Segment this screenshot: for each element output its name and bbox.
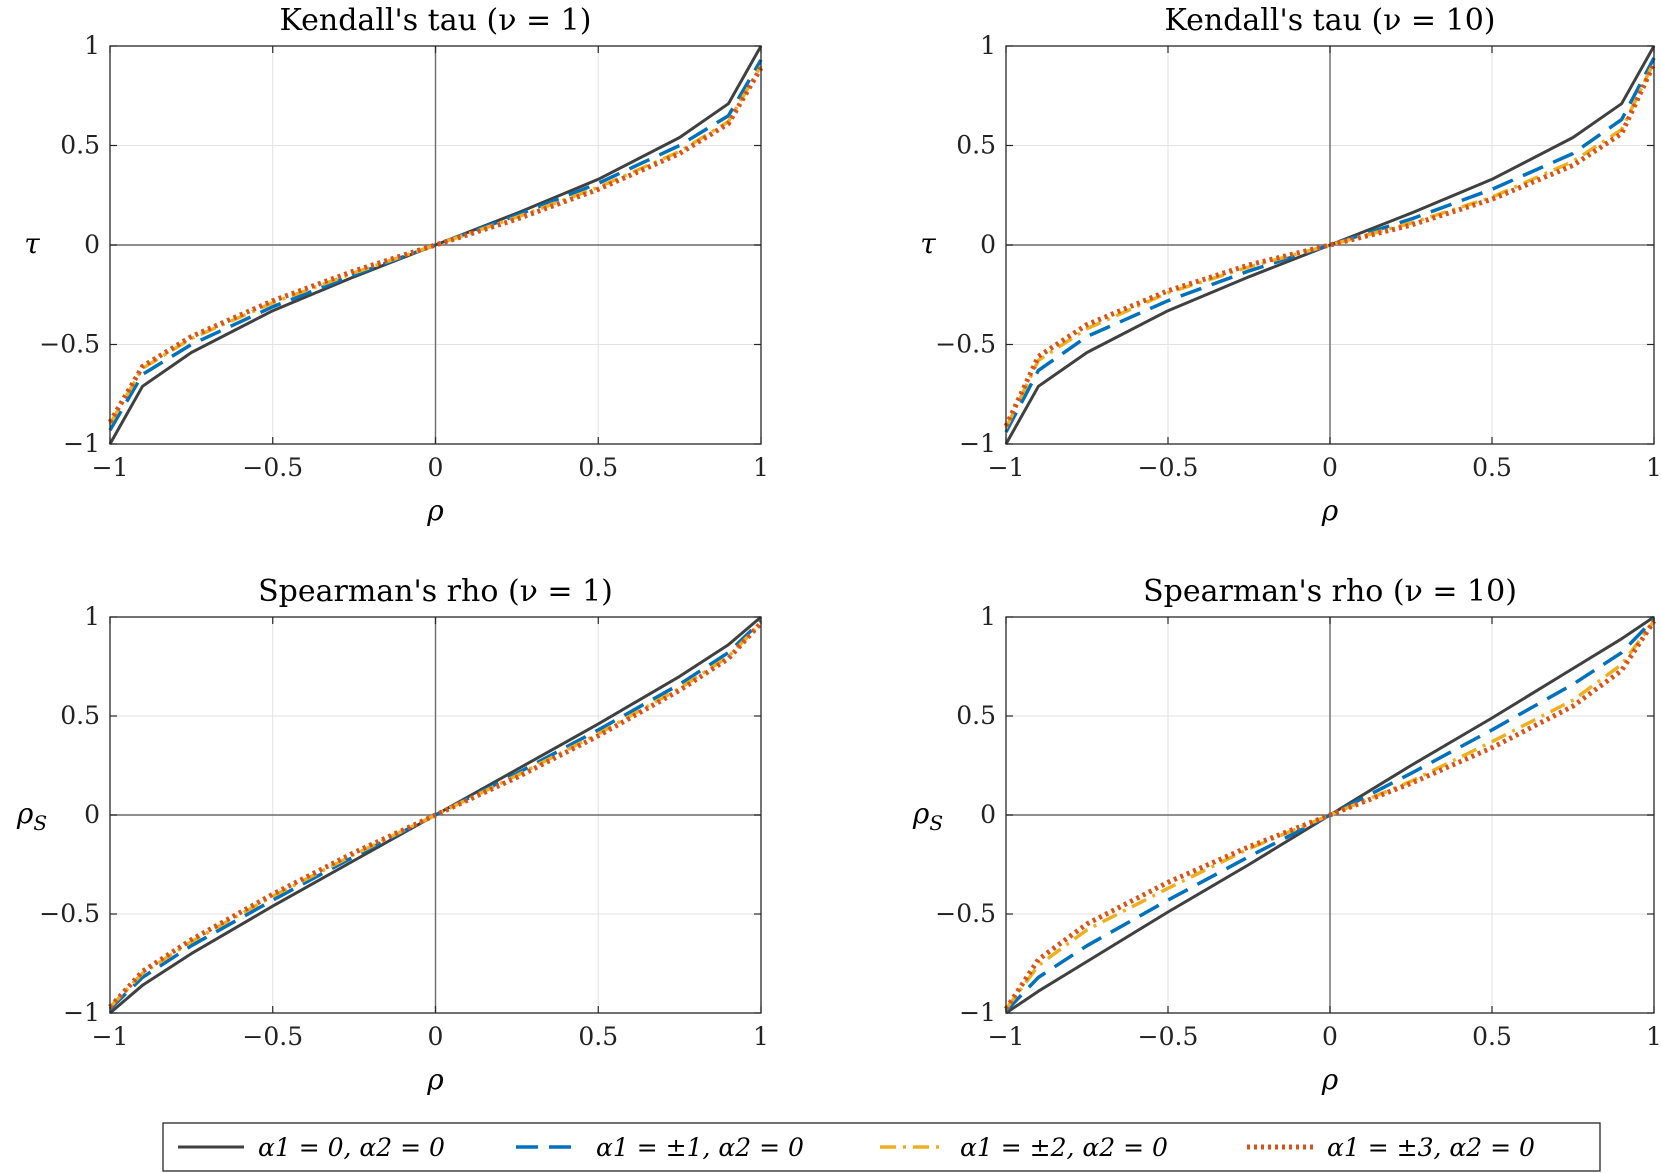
subplot-3: −1 −0.5 0 0.5 1 1 0.5 0 −0.5 −1 Spearman's rho (ν …	[16, 574, 769, 1096]
series-line-1	[1004, 45, 1656, 445]
y-tick-label: 0	[980, 230, 996, 259]
y-tick-label: 1	[84, 31, 100, 60]
x-axis-label: ρ	[1321, 1063, 1339, 1096]
y-tick-label: −1	[959, 998, 996, 1027]
x-tick-label: 0.5	[578, 453, 618, 482]
y-tick-label: −0.5	[935, 330, 996, 359]
x-tick-label: −1	[92, 453, 129, 482]
x-tick-label: 1	[753, 1022, 769, 1051]
y-axis-label: ρS	[16, 797, 47, 835]
chart-title: Kendall's tau (ν = 10)	[1165, 3, 1496, 38]
legend-item-4: α1 = ±3, α2 = 0	[1247, 1133, 1535, 1162]
legend: α1 = 0, α2 = 0 α1 = ±1, α2 = 0 α1 = ±2, α2…	[162, 1122, 1601, 1172]
x-axis-label: ρ	[1321, 494, 1339, 527]
x-tick-label: 0	[428, 1022, 444, 1051]
y-tick-label: −1	[63, 998, 100, 1027]
subplot-2: −1 −0.5 0 0.5 1 1 0.5 0 −0.5 −1 Kendall's tau (ν =…	[920, 3, 1661, 527]
y-tick-label: 0	[84, 230, 100, 259]
y-tick-label: 0.5	[60, 131, 100, 160]
subplot-1: −1 −0.5 0 0.5 1 1 0.5 0 −0.5 −1 Kendall's tau (ν =…	[24, 3, 769, 527]
x-tick-label: −1	[988, 453, 1025, 482]
x-tick-label: −0.5	[1138, 1022, 1199, 1051]
series-line-3	[108, 65, 763, 425]
x-tick-label: −0.5	[1138, 453, 1199, 482]
x-tick-label: 1	[1646, 1022, 1661, 1051]
chart-title: Kendall's tau (ν = 1)	[280, 3, 592, 38]
y-axis-label: ρS	[912, 797, 943, 835]
legend-item-1: α1 = 0, α2 = 0	[178, 1133, 445, 1162]
series-line-3	[1004, 61, 1656, 429]
x-tick-label: 0.5	[1472, 453, 1512, 482]
series-line-2	[108, 59, 763, 431]
y-axis-label: τ	[24, 227, 40, 260]
x-tick-label: −0.5	[242, 453, 303, 482]
y-tick-label: 0.5	[956, 131, 996, 160]
y-tick-label: 1	[980, 31, 996, 60]
legend-label: α1 = ±3, α2 = 0	[1327, 1133, 1535, 1162]
x-tick-label: 0	[1322, 453, 1338, 482]
y-tick-label: 0	[84, 800, 100, 829]
legend-item-3: α1 = ±2, α2 = 0	[880, 1133, 1168, 1162]
y-tick-label: 0	[980, 800, 996, 829]
y-tick-label: −0.5	[935, 899, 996, 928]
y-tick-label: 0.5	[956, 701, 996, 730]
series-line-4	[108, 621, 763, 1009]
x-tick-label: 0	[1322, 1022, 1338, 1051]
series-line-3	[1004, 619, 1656, 1011]
series-line-1	[108, 45, 763, 445]
x-tick-label: 0.5	[578, 1022, 618, 1051]
y-tick-label: −0.5	[39, 899, 100, 928]
chart-title: Spearman's rho (ν = 10)	[1143, 574, 1517, 609]
series-line-2	[1004, 57, 1656, 433]
y-tick-label: 1	[84, 602, 100, 631]
y-tick-label: 0.5	[60, 701, 100, 730]
y-tick-label: −1	[63, 429, 100, 458]
x-axis-label: ρ	[426, 1063, 444, 1096]
x-tick-label: −0.5	[242, 1022, 303, 1051]
chart-title: Spearman's rho (ν = 1)	[258, 574, 613, 609]
x-tick-label: 0	[428, 453, 444, 482]
x-axis-label: ρ	[426, 494, 444, 527]
x-tick-label: −1	[988, 1022, 1025, 1051]
series-line-4	[1003, 62, 1657, 428]
subplot-4: −1 −0.5 0 0.5 1 1 0.5 0 −0.5 −1 Spearman's rho (ν …	[912, 574, 1661, 1096]
x-tick-label: 0.5	[1472, 1022, 1512, 1051]
x-tick-label: 1	[1646, 453, 1661, 482]
y-tick-label: −0.5	[39, 330, 100, 359]
series-line-3	[108, 621, 763, 1009]
legend-label: α1 = ±1, α2 = 0	[596, 1133, 804, 1162]
legend-item-2: α1 = ±1, α2 = 0	[516, 1133, 804, 1162]
y-tick-label: −1	[959, 429, 996, 458]
x-tick-label: 1	[753, 453, 769, 482]
y-tick-label: 1	[980, 602, 996, 631]
legend-label: α1 = 0, α2 = 0	[258, 1133, 445, 1162]
x-tick-label: −1	[92, 1022, 129, 1051]
series-line-4	[1003, 619, 1657, 1011]
y-axis-label: τ	[920, 227, 936, 260]
legend-label: α1 = ±2, α2 = 0	[960, 1133, 1168, 1162]
